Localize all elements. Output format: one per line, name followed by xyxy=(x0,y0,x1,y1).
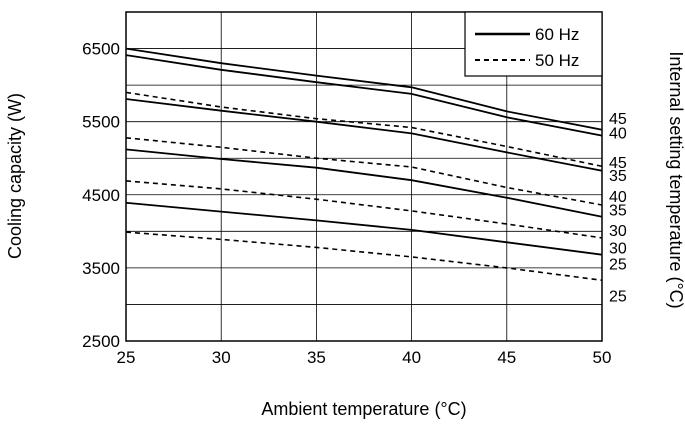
setting-temp-label: 25 xyxy=(609,257,627,274)
setting-temp-label: 35 xyxy=(609,168,627,185)
series-line-60hz-45 xyxy=(125,54,603,137)
setting-temp-label: 25 xyxy=(609,289,627,306)
y-tick-label: 3500 xyxy=(82,259,120,278)
plot-frame xyxy=(125,11,603,342)
y-tick-label: 4500 xyxy=(82,186,120,205)
legend-label-50hz: 50 Hz xyxy=(535,51,579,70)
right-axis-label: Internal setting temperature (°C) xyxy=(666,51,685,308)
series-line-50hz-35 xyxy=(125,180,603,239)
setting-temp-label: 30 xyxy=(609,223,627,240)
x-tick-label: 45 xyxy=(497,348,516,367)
legend-box xyxy=(464,11,603,77)
setting-temp-label: 45 xyxy=(609,111,627,128)
setting-temp-label: 45 xyxy=(609,155,627,172)
legend-label-60hz: 60 Hz xyxy=(535,25,579,44)
legend: 60 Hz 50 Hz xyxy=(464,11,603,77)
setting-temp-label: 40 xyxy=(609,189,627,206)
series-line-50hz-45 xyxy=(125,91,603,168)
x-tick-label: 40 xyxy=(402,348,421,367)
x-tick-label: 35 xyxy=(307,348,326,367)
series-lines xyxy=(125,47,603,282)
series-line-50hz-40 xyxy=(125,137,603,206)
x-tick-labels: 25 30 35 40 45 50 xyxy=(117,348,612,367)
setting-temp-label: 35 xyxy=(609,202,627,219)
x-tick-label: 30 xyxy=(212,348,231,367)
x-tick-label: 50 xyxy=(593,348,612,367)
grid-lines xyxy=(126,12,602,341)
setting-temp-label: 30 xyxy=(609,240,627,257)
x-axis-label: Ambient temperature (°C) xyxy=(261,399,466,419)
series-line-50hz-25 xyxy=(125,231,603,282)
y-tick-label: 6500 xyxy=(82,40,120,59)
y-tick-labels: 2500 3500 4500 5500 6500 xyxy=(82,40,120,351)
y-tick-label: 5500 xyxy=(82,113,120,132)
x-tick-label: 25 xyxy=(117,348,136,367)
setting-temp-label: 40 xyxy=(609,126,627,143)
series-line-60hz-45 xyxy=(125,47,603,131)
series-line-60hz-30 xyxy=(125,201,603,256)
series-line-60hz-35 xyxy=(125,148,603,218)
series-line-60hz-40 xyxy=(125,98,603,172)
y-axis-label: Cooling capacity (W) xyxy=(5,93,25,259)
y-tick-label: 2500 xyxy=(82,332,120,351)
